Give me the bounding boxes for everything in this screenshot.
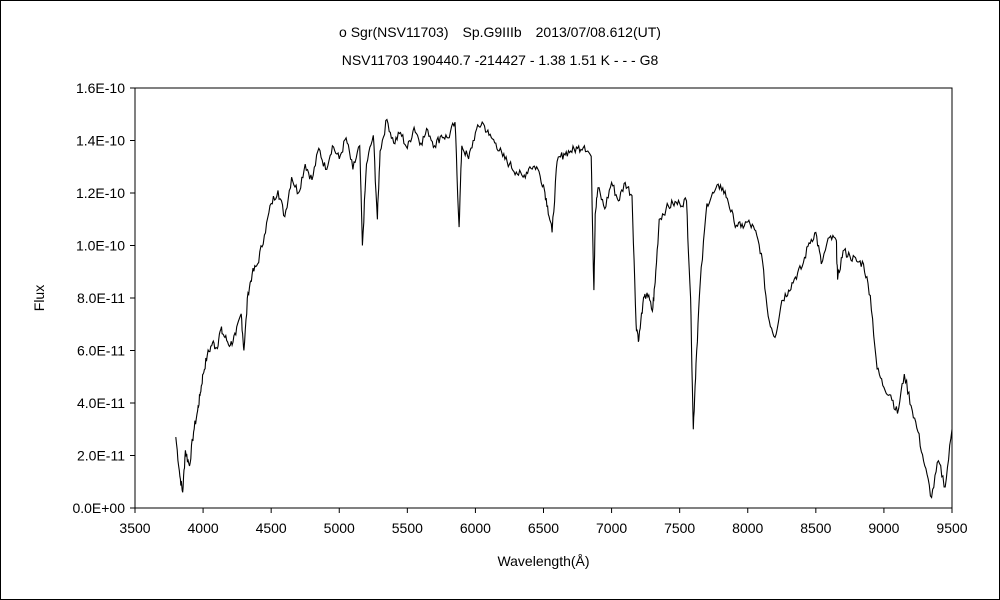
x-axis-label: Wavelength(Å) bbox=[497, 553, 589, 569]
plot-area bbox=[134, 87, 953, 509]
chart-title: ο Sgr(NSV11703) Sp.G9IIIb 2013/07/08.612… bbox=[339, 24, 661, 40]
y-tick-label: 1.2E-10 bbox=[76, 185, 125, 201]
chart-subtitle: NSV11703 190440.7 -214427 - 1.38 1.51 K … bbox=[341, 52, 659, 68]
x-tick-label: 7500 bbox=[664, 520, 695, 536]
x-tick-label: 7000 bbox=[596, 520, 627, 536]
x-tick-label: 4000 bbox=[188, 520, 219, 536]
y-axis-label: Flux bbox=[31, 285, 47, 311]
y-tick-label: 1.6E-10 bbox=[76, 80, 125, 96]
x-tick-label: 4500 bbox=[256, 520, 287, 536]
y-tick-label: 8.0E-11 bbox=[77, 290, 125, 306]
y-tick-label: 1.4E-10 bbox=[76, 133, 125, 149]
y-tick-label: 1.0E-10 bbox=[76, 238, 125, 254]
flux-series-line bbox=[175, 118, 953, 499]
y-tick-label: 4.0E-11 bbox=[77, 395, 125, 411]
y-tick-label: 6.0E-11 bbox=[77, 343, 125, 359]
x-tick-label: 6500 bbox=[528, 520, 559, 536]
y-tick-label: 0.0E+00 bbox=[72, 500, 125, 516]
y-tick-label: 2.0E-11 bbox=[77, 448, 125, 464]
x-tick-label: 8000 bbox=[732, 520, 763, 536]
x-tick-label: 5500 bbox=[392, 520, 423, 536]
x-tick-label: 3500 bbox=[119, 520, 150, 536]
x-axis: 3500 4000 4500 5000 5500 6000 6500 7000 7500 8000… bbox=[119, 508, 968, 536]
x-tick-label: 6000 bbox=[460, 520, 491, 536]
x-tick-label: 9500 bbox=[936, 520, 967, 536]
x-tick-label: 9000 bbox=[868, 520, 899, 536]
y-axis: 0.0E+00 2.0E-11 4.0E-11 6.0E-11 8.0E-11 1.0E-… bbox=[72, 80, 135, 516]
x-tick-label: 8500 bbox=[800, 520, 831, 536]
x-tick-label: 5000 bbox=[324, 520, 355, 536]
